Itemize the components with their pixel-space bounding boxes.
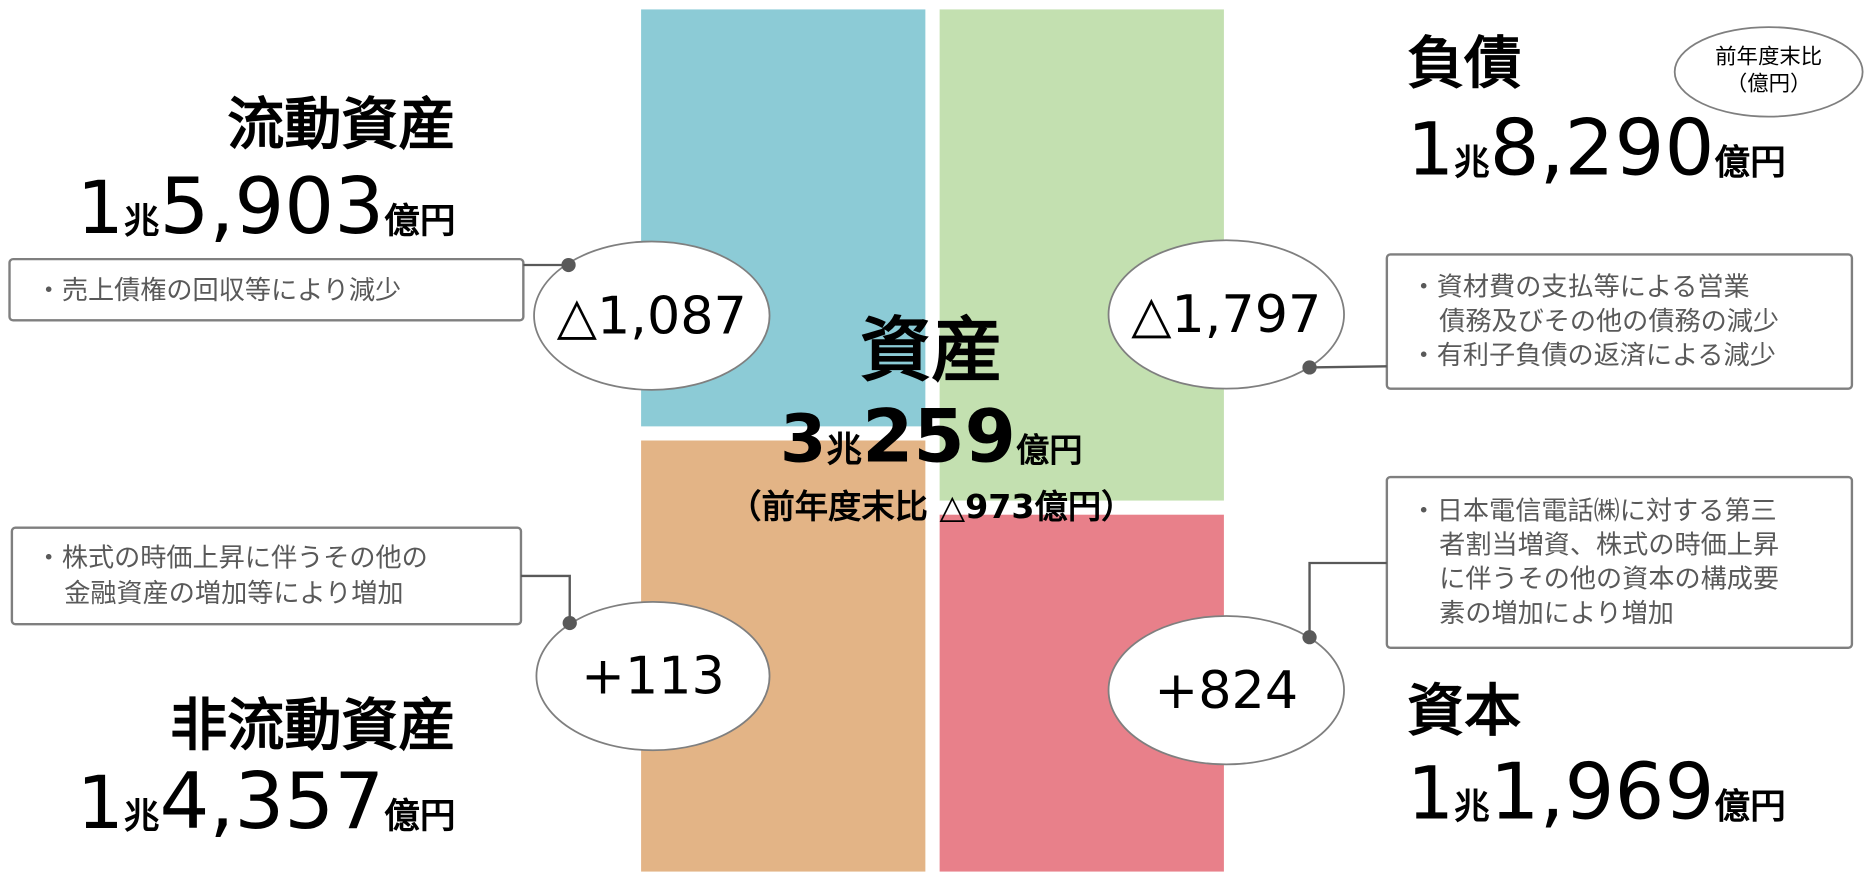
connector [520,574,571,624]
note-box [10,526,523,626]
note-line: ・有利子負債の返済による減少 [1411,341,1776,371]
amount: 1兆1,969億円 [1407,747,1786,838]
connector [1308,561,1387,638]
change: +113 [581,647,725,707]
amount-part: 1 [77,167,124,252]
note-line: 者割当増資、株式の時価上昇 [1439,531,1779,561]
note-line: ・資材費の支払等による営業 [1411,273,1750,303]
connector-dot [1302,360,1317,375]
amount-part: 兆 [124,201,160,242]
section-title: 資本 [1407,678,1521,744]
amount-part: 3 [780,400,826,478]
amount-part: 兆 [1454,787,1490,828]
connector [1309,365,1387,369]
change-bubble [535,600,771,752]
note-box [1385,253,1854,390]
change-bubble [1107,239,1345,390]
amount-part: 兆 [1454,142,1490,183]
note-line: に伴うその他の資本の構成要 [1439,565,1779,595]
amount-part: 億円 [384,201,455,242]
section-title: 負債 [1407,31,1521,97]
connector-dot [561,257,576,273]
amount: 1兆8,290億円 [1407,103,1786,194]
amount-part: 5,903 [159,162,384,253]
note-line: 金融資産の増加等により増加 [64,579,403,609]
amount-part: 億円 [384,796,455,837]
unit-line: 前年度末比 [1715,45,1822,70]
note-line: ・日本電信電話㈱に対する第三 [1411,497,1777,527]
change: △1,087 [557,287,747,347]
change: +824 [1154,661,1298,721]
amount-part: 1 [77,761,124,846]
amount-part: 億円 [1714,142,1785,183]
amount-part: 兆 [124,796,160,837]
note-line: ・株式の時価上昇に伴うその他の [36,544,428,574]
section-title: 流動資産 [227,92,455,158]
connector-dot [562,615,577,631]
amount-part: 4,357 [159,756,384,847]
amount-part: 億円 [1016,431,1083,470]
change-bubble [1107,615,1345,766]
amount: 1兆4,357億円 [77,756,456,847]
change-bubble [533,240,771,391]
amount-part: 1,969 [1490,747,1715,838]
note-line: 債務及びその他の債務の減少 [1439,307,1779,337]
unit-bubble [1673,26,1864,118]
amount-part: 億円 [1714,787,1785,828]
change: △1,797 [1131,285,1321,345]
amount-part: 兆 [826,430,862,471]
amount-part: 1 [1407,108,1454,193]
total-change: （前年度末比 △973億円） [728,487,1134,526]
note-line: 素の増加により増加 [1439,599,1674,629]
amount-part: 259 [862,395,1016,480]
amount-part: 1 [1407,752,1454,837]
section-title: 非流動資産 [170,693,455,759]
amount: 1兆5,903億円 [77,162,456,253]
amount-part: 8,290 [1490,103,1715,194]
total-title: 資産 [860,309,1003,392]
note-box [8,257,525,322]
total-amount: 3兆259億円 [780,395,1083,480]
unit-line: （億円） [1726,72,1812,97]
connector-dot [1302,630,1317,645]
note-line: ・売上債権の回収等により減少 [36,276,401,306]
